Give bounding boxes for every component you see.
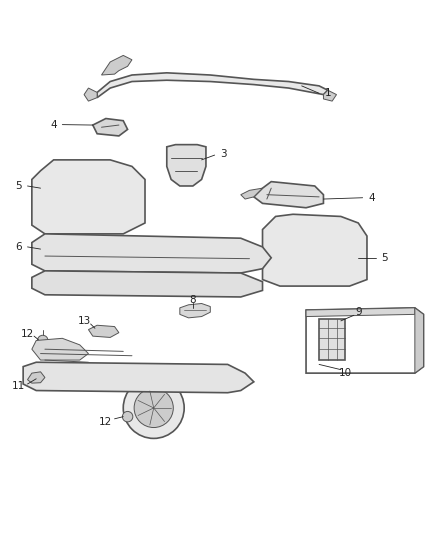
Polygon shape [53,215,75,224]
Polygon shape [23,362,254,393]
Polygon shape [88,325,119,337]
Text: 1: 1 [325,88,331,98]
Polygon shape [306,308,415,317]
Polygon shape [93,118,127,136]
Circle shape [123,377,184,439]
Polygon shape [284,269,315,279]
Text: 9: 9 [355,307,362,317]
Text: 4: 4 [50,119,57,130]
Text: 3: 3 [220,149,226,159]
Circle shape [122,411,133,422]
Ellipse shape [205,251,216,257]
Circle shape [38,335,48,346]
Polygon shape [284,251,319,261]
Polygon shape [241,188,262,199]
Polygon shape [97,73,328,98]
Text: 13: 13 [78,316,91,326]
Text: 5: 5 [381,253,388,263]
Polygon shape [49,199,71,211]
Polygon shape [102,55,132,75]
Text: 4: 4 [368,193,374,203]
Text: 6: 6 [15,242,22,252]
Text: 11: 11 [12,381,25,391]
Ellipse shape [161,251,172,257]
Polygon shape [319,319,345,360]
Polygon shape [167,144,206,186]
Ellipse shape [163,282,170,286]
Polygon shape [32,160,145,234]
Polygon shape [284,231,319,241]
Polygon shape [180,303,210,318]
Text: 12: 12 [99,417,113,427]
Polygon shape [262,214,367,286]
Text: 8: 8 [190,295,196,305]
Polygon shape [32,271,262,297]
Text: 10: 10 [339,368,352,378]
Polygon shape [32,234,271,273]
Polygon shape [53,171,84,184]
Polygon shape [415,308,424,373]
Circle shape [134,389,173,427]
Polygon shape [84,88,97,101]
Polygon shape [32,338,88,360]
Polygon shape [254,182,323,208]
Ellipse shape [216,282,222,286]
Ellipse shape [74,251,85,257]
Text: 5: 5 [15,181,22,191]
Polygon shape [28,372,45,383]
Ellipse shape [118,251,129,257]
Ellipse shape [107,282,113,286]
Polygon shape [323,90,336,101]
Text: 12: 12 [21,329,34,339]
